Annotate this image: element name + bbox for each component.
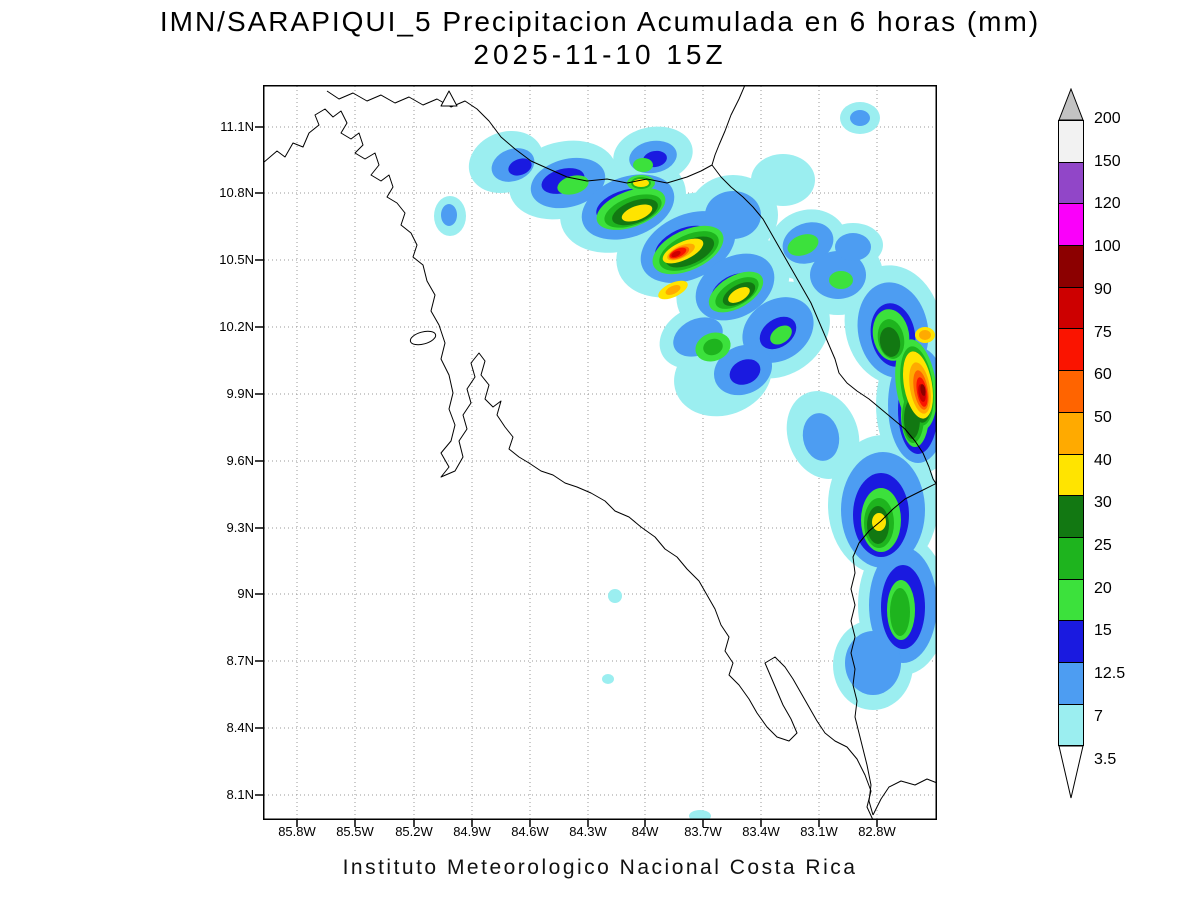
colorbar-tick-label: 75 (1094, 324, 1112, 341)
precip-shading (434, 102, 936, 819)
x-tick-label: 83.7W (684, 824, 722, 839)
ometepe-island (440, 90, 458, 107)
x-tick-label: 84W (631, 824, 659, 839)
precipitation-map (255, 85, 937, 827)
y-tick-label: 11.1N (220, 119, 254, 134)
colorbar-tick-label: 100 (1094, 238, 1121, 255)
colorbar-tick-label: 20 (1094, 580, 1112, 597)
colorbar-segment (1058, 286, 1084, 330)
x-tick-label: 84.6W (511, 824, 549, 839)
colorbar-tick-label: 90 (1094, 281, 1112, 298)
colorbar-segment (1058, 536, 1084, 580)
colorbar-segment (1058, 203, 1084, 247)
x-tick-label: 85.8W (278, 824, 316, 839)
lake-nicaragua-shore (326, 90, 713, 184)
y-tick-label: 8.1N (226, 787, 254, 802)
x-tick-label: 83.1W (800, 824, 838, 839)
colorbar-below-min-arrow (1058, 745, 1084, 799)
x-tick-label: 82.8W (858, 824, 896, 839)
page-subtitle: 2025-11-10 15Z (473, 39, 727, 70)
colorbar-tick-label: 7 (1094, 708, 1103, 725)
map-frame (263, 85, 937, 820)
colorbar-segment (1058, 161, 1084, 205)
nicaragua-caribbean-coast (711, 86, 746, 166)
y-tick-label: 9.6N (226, 453, 254, 468)
y-tick-label: 8.4N (226, 720, 254, 735)
x-tick-label: 84.3W (569, 824, 607, 839)
colorbar-tick-label: 50 (1094, 409, 1112, 426)
panama-border (850, 482, 936, 816)
colorbar-segment (1058, 453, 1084, 497)
coastline (264, 86, 936, 819)
y-tick-label: 9.9N (226, 386, 254, 401)
colorbar-segment (1058, 661, 1084, 705)
colorbar-tick-label: 120 (1094, 195, 1121, 212)
panama-pacific-coast (872, 778, 936, 816)
grid-lines (264, 86, 936, 819)
y-tick-label: 10.2N (219, 319, 254, 334)
colorbar-above-max-arrow (1058, 88, 1084, 121)
x-tick-label: 85.5W (336, 824, 374, 839)
pacific-coast (264, 108, 874, 819)
colorbar-tick-label: 30 (1094, 494, 1112, 511)
chira-island (409, 330, 437, 346)
colorbar-tick-label: 12.5 (1094, 665, 1126, 682)
x-tick-label: 85.2W (395, 824, 433, 839)
y-tick-label: 9N (237, 586, 254, 601)
colorbar (1058, 88, 1084, 800)
colorbar-segment (1058, 120, 1084, 163)
x-tick-label: 84.9W (453, 824, 491, 839)
y-tick-label: 10.5N (219, 252, 254, 267)
axis-ticks (255, 126, 878, 827)
colorbar-segment (1058, 370, 1084, 413)
colorbar-tick-label: 15 (1094, 622, 1112, 639)
y-tick-label: 10.8N (219, 185, 254, 200)
colorbar-segment (1058, 495, 1084, 538)
colorbar-segment (1058, 620, 1084, 663)
colorbar-segment (1058, 328, 1084, 372)
colorbar-tick-label: 25 (1094, 537, 1112, 554)
caribbean-coast (711, 164, 936, 485)
colorbar-tick-label: 40 (1094, 452, 1112, 469)
y-tick-label: 8.7N (226, 653, 254, 668)
y-tick-label: 9.3N (226, 520, 254, 535)
colorbar-segment (1058, 703, 1084, 747)
x-tick-label: 83.4W (742, 824, 780, 839)
colorbar-tick-label: 3.5 (1094, 751, 1117, 768)
colorbar-tick-label: 60 (1094, 366, 1112, 383)
colorbar-segment (1058, 578, 1084, 622)
colorbar-segment (1058, 411, 1084, 455)
colorbar-tick-label: 200 (1094, 110, 1121, 127)
colorbar-segment (1058, 245, 1084, 288)
colorbar-tick-label: 150 (1094, 153, 1121, 170)
footer-text: Instituto Meteorologico Nacional Costa R… (342, 856, 858, 879)
page-title: IMN/SARAPIQUI_5 Precipitacion Acumulada … (159, 6, 1041, 37)
